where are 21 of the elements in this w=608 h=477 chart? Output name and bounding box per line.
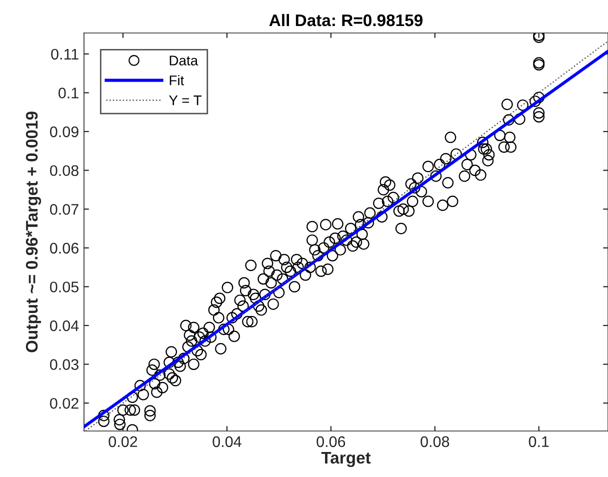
y-tick-label: 0.09 <box>50 126 78 138</box>
y-tick-label: 0.11 <box>51 48 78 60</box>
x-tick-label: 0.08 <box>420 436 450 448</box>
legend-label: Data <box>170 56 198 66</box>
y-tick-label: 0.1 <box>58 88 78 98</box>
x-tick-label: 0.04 <box>212 436 242 448</box>
y-tick-label: 0.05 <box>50 282 78 292</box>
legend-label: Fit <box>170 75 184 86</box>
legend-label: Y = T <box>169 96 202 106</box>
y-tick-label: 0.03 <box>50 359 78 370</box>
y-tick-label: 0.02 <box>50 398 78 409</box>
x-tick-label: 0.1 <box>528 436 549 448</box>
x-tick-label: 0.06 <box>316 436 346 448</box>
y-axis-title: Output ~= 0.96*Target + 0.0019 <box>26 112 42 352</box>
x-tick-label: 0.02 <box>108 436 138 448</box>
y-tick-label: 0.04 <box>50 320 79 332</box>
y-tick-label: 0.08 <box>50 165 78 176</box>
y-tick-label: 0.06 <box>50 242 78 254</box>
chart-title: All Data: R=0.98159 <box>269 14 423 26</box>
x-axis-title: Target <box>321 452 371 468</box>
y-tick-label: 0.07 <box>50 204 78 215</box>
